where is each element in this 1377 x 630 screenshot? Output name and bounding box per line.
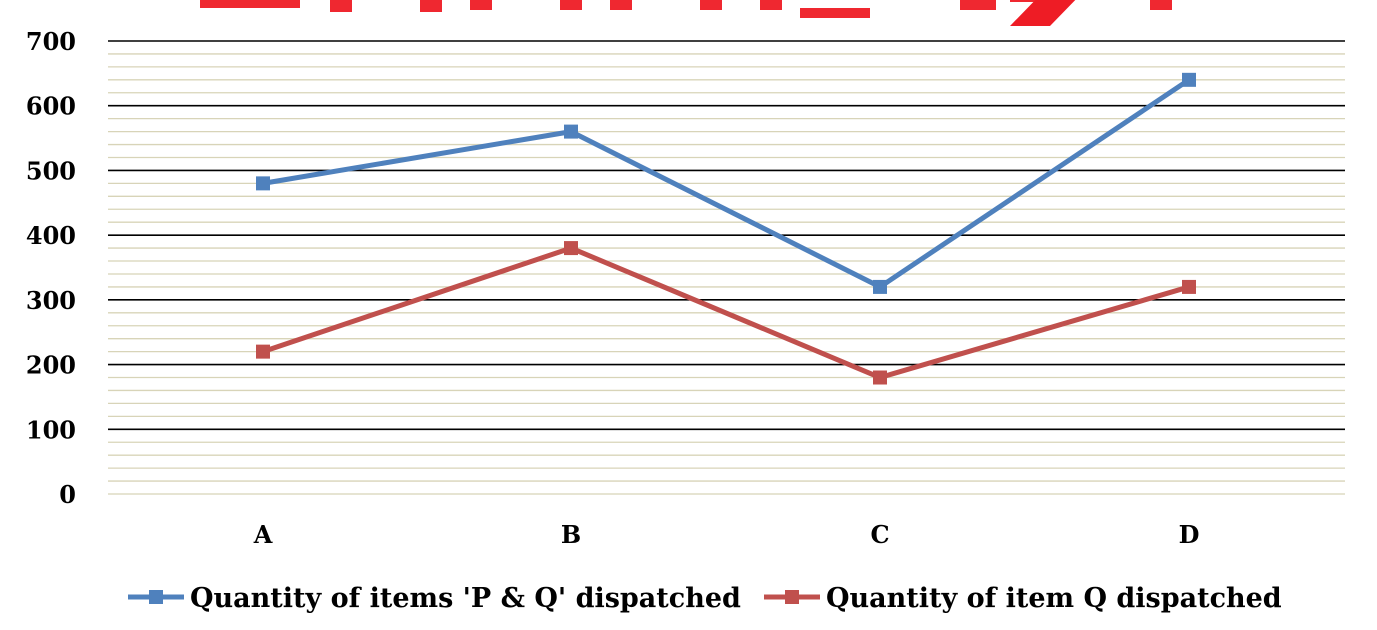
watermark-shape (330, 0, 352, 12)
minor-gridlines (108, 53, 1345, 482)
y-tick-label: 600 (26, 92, 76, 121)
legend-item: Quantity of item Q dispatched (764, 583, 1282, 614)
y-axis-tick-labels: 0 100 200 300 400 500 600 700 (26, 27, 76, 509)
watermark-shape (1010, 0, 1076, 26)
y-tick-label: 300 (26, 286, 76, 315)
data-point-marker (1182, 72, 1196, 87)
legend-item: Quantity of items 'P & Q' dispatched (128, 583, 741, 614)
legend-marker-swatch (149, 590, 163, 604)
legend-label: Quantity of item Q dispatched (826, 583, 1282, 614)
data-point-marker (256, 176, 270, 191)
series-line (260, 245, 1192, 381)
x-tick-label: B (561, 520, 581, 549)
series-2 (256, 241, 1196, 385)
data-point-marker (256, 344, 270, 359)
watermark-shape (560, 0, 582, 10)
watermark-shape (760, 0, 782, 10)
watermark-shape (1150, 0, 1172, 10)
data-point-marker (564, 241, 578, 256)
y-tick-label: 100 (26, 415, 76, 444)
data-point-marker (873, 370, 887, 385)
watermark-shape (960, 0, 996, 10)
watermark-shape (700, 0, 722, 10)
data-point-marker (1182, 279, 1196, 294)
series-line (260, 77, 1192, 290)
y-tick-label: 400 (26, 221, 76, 250)
y-tick-label: 200 (26, 351, 76, 380)
y-tick-label: 500 (26, 156, 76, 185)
watermark-shape (610, 0, 632, 10)
series-layer (256, 72, 1196, 385)
y-tick-label: 700 (26, 27, 76, 56)
y-tick-label: 0 (59, 480, 76, 509)
watermark-shape (800, 8, 870, 18)
series-1 (256, 72, 1196, 294)
watermark-shape (1010, 0, 1040, 2)
x-axis-tick-labels: A B C D (253, 520, 1200, 549)
watermark-shape (470, 0, 492, 10)
watermark-shape (200, 0, 300, 8)
legend-label: Quantity of items 'P & Q' dispatched (190, 583, 741, 614)
legend: Quantity of items 'P & Q' dispatched Quan… (128, 583, 1282, 614)
data-point-marker (564, 124, 578, 139)
x-tick-label: C (870, 520, 889, 549)
major-gridlines (108, 40, 1345, 495)
watermark-shape (420, 0, 442, 12)
watermark-logo (200, 0, 1172, 26)
legend-marker-swatch (785, 590, 799, 604)
data-point-marker (873, 279, 887, 294)
x-tick-label: A (253, 520, 273, 549)
x-tick-label: D (1179, 520, 1200, 549)
